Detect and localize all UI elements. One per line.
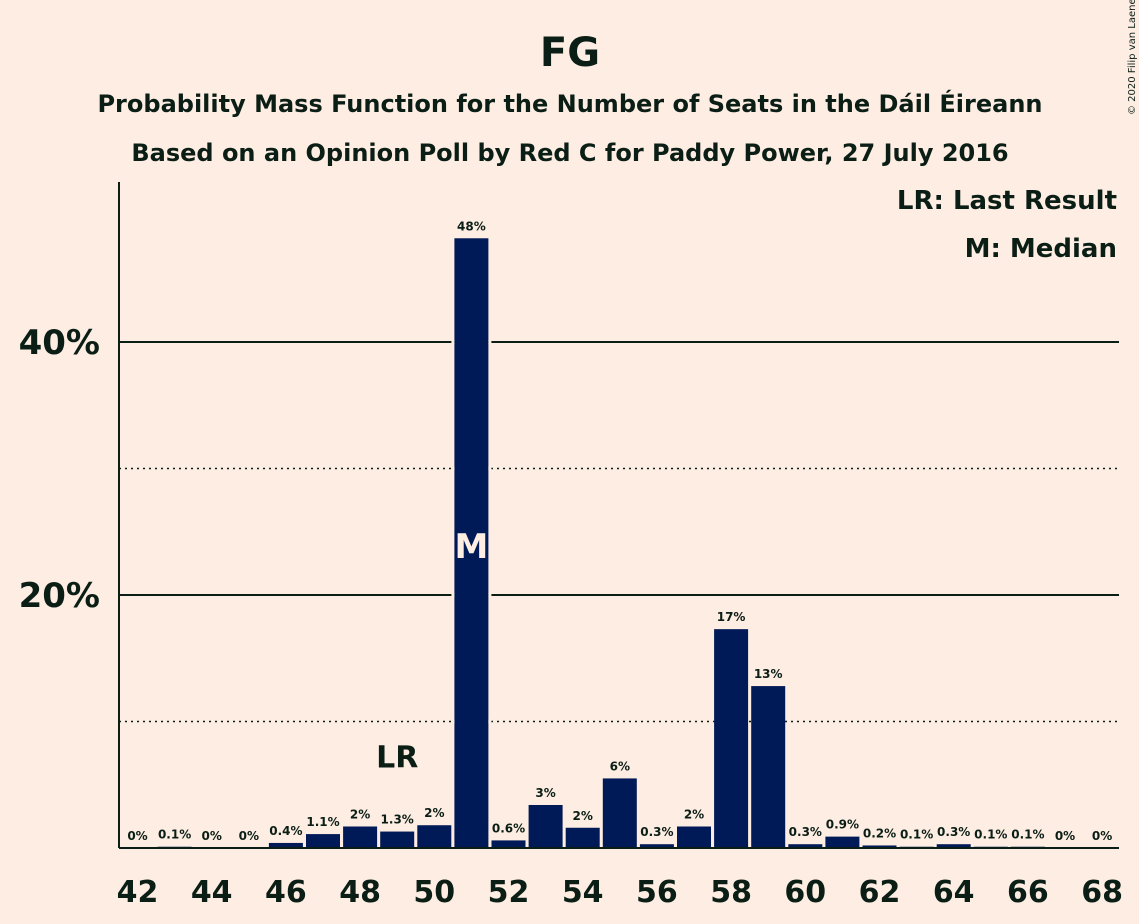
data-label: 0.3% <box>789 825 822 839</box>
data-label: 0.9% <box>826 818 859 832</box>
grid-gap-left <box>451 719 455 724</box>
grid-gap-right <box>488 340 492 344</box>
grid-gap-right <box>488 593 492 597</box>
copyright-note: © 2020 Filip van Laenen <box>1127 0 1138 115</box>
data-label: 3% <box>535 786 555 800</box>
data-label: 2% <box>424 806 444 820</box>
x-tick-label: 62 <box>859 875 901 910</box>
data-label: 48% <box>457 219 486 233</box>
grid-gap-right <box>488 466 492 471</box>
x-tick-label: 42 <box>117 875 159 910</box>
bar-seat-53 <box>528 804 563 848</box>
data-label: 17% <box>717 610 746 624</box>
x-tick-label: 52 <box>488 875 530 910</box>
legend-last-result: LR: Last Result <box>897 186 1117 216</box>
median-marker: M <box>454 527 488 567</box>
x-tick-label: 58 <box>710 875 752 910</box>
data-label: 0% <box>1092 829 1112 843</box>
data-label: 1.1% <box>306 815 339 829</box>
data-label: 0% <box>1055 829 1075 843</box>
data-label: 0.1% <box>974 828 1007 842</box>
bars <box>157 238 1045 848</box>
grid-gap-right <box>488 719 492 724</box>
bar-seat-46 <box>268 842 303 848</box>
data-label: 0% <box>127 829 147 843</box>
x-tick-label: 48 <box>339 875 381 910</box>
bar-seat-59 <box>751 686 786 848</box>
bar-seat-56 <box>639 844 674 848</box>
x-tick-label: 60 <box>784 875 826 910</box>
grid-gap-left <box>451 593 455 597</box>
grid-gap-left <box>451 340 455 344</box>
x-tick-label: 54 <box>562 875 604 910</box>
bar-seat-61 <box>825 836 860 848</box>
data-label: 0% <box>202 829 222 843</box>
x-tick-label: 64 <box>933 875 975 910</box>
legend-median: M: Median <box>965 234 1117 264</box>
bar-seat-55 <box>602 778 637 848</box>
bar-seat-47 <box>306 834 340 848</box>
x-tick-label: 66 <box>1007 875 1049 910</box>
bar-seat-62 <box>862 845 897 848</box>
bar-seat-58 <box>714 629 749 848</box>
data-label: 0.4% <box>269 824 302 838</box>
data-label: 2% <box>573 809 593 823</box>
markers: LR M <box>376 527 488 776</box>
data-label: 6% <box>610 759 630 773</box>
gridlines <box>119 341 1119 723</box>
bar-seat-64 <box>936 844 971 848</box>
bar-seat-60 <box>788 844 823 848</box>
data-label: 2% <box>684 807 704 821</box>
data-label: 0.3% <box>640 825 673 839</box>
data-label: 0% <box>239 829 259 843</box>
bar-seat-54 <box>565 827 600 848</box>
x-tick-label: 68 <box>1081 875 1123 910</box>
data-label: 13% <box>754 667 783 681</box>
bar-seat-57 <box>677 826 711 848</box>
last-result-marker: LR <box>376 741 418 776</box>
chart-subtitle: Probability Mass Function for the Number… <box>97 89 1042 118</box>
x-tick-label: 56 <box>636 875 678 910</box>
x-axis-ticks: 42 44 46 48 50 52 54 56 58 60 62 64 66 68 <box>117 875 1123 910</box>
data-label: 0.1% <box>900 828 933 842</box>
y-axis-ticks: 20% 40% <box>19 323 100 616</box>
bar-seat-52 <box>491 840 526 848</box>
data-label: 0.1% <box>158 828 191 842</box>
bar-seat-48 <box>343 826 378 848</box>
data-labels: 0% 0.1% 0% 0% 0.4% 1.1% 2% 1.3% 2% 48% 0.6% 3% 2% 6% 0… <box>127 219 1112 843</box>
chart-title: FG <box>540 30 600 76</box>
grid-gap-left <box>451 466 455 471</box>
bar-seat-50 <box>417 825 452 848</box>
x-tick-label: 44 <box>191 875 233 910</box>
y-tick-label: 40% <box>19 323 100 363</box>
data-label: 0.1% <box>1011 828 1044 842</box>
chart-subtitle-poll: Based on an Opinion Poll by Red C for Pa… <box>131 139 1008 167</box>
y-tick-label: 20% <box>19 576 100 616</box>
x-tick-label: 46 <box>265 875 307 910</box>
data-label: 2% <box>350 807 370 821</box>
bar-seat-49 <box>380 831 415 848</box>
data-label: 0.3% <box>937 825 970 839</box>
data-label: 0.2% <box>863 826 896 840</box>
x-tick-label: 50 <box>413 875 455 910</box>
bar-seat-51 <box>454 238 489 848</box>
data-label: 0.6% <box>492 821 525 835</box>
data-label: 1.3% <box>381 813 414 827</box>
